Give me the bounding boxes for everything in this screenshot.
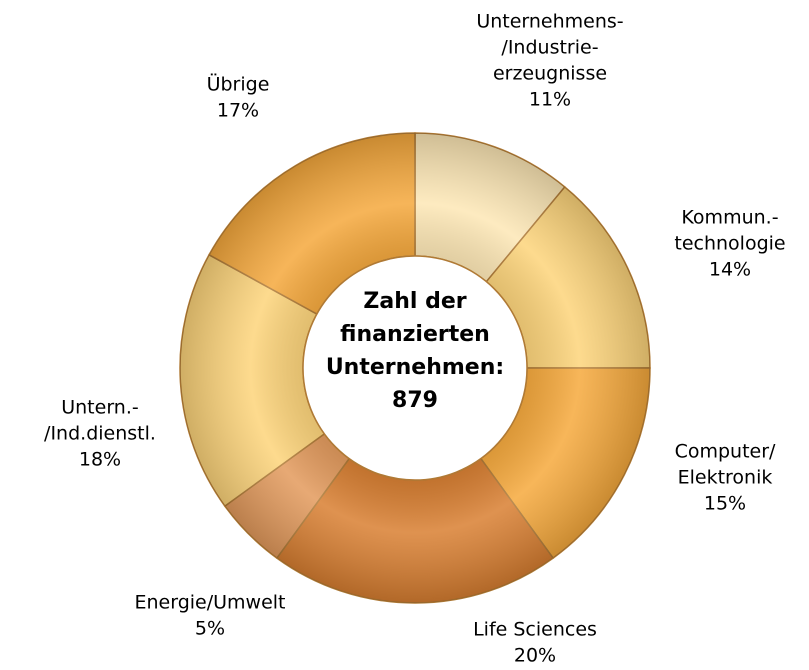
category-label: Übrige — [207, 73, 270, 96]
category-label: Unternehmens- — [476, 11, 623, 33]
category-label: /Ind.dienstl. — [44, 423, 156, 445]
center-text: finanzierten — [340, 322, 490, 347]
donut-hole — [302, 255, 528, 481]
category-label: Elektronik — [678, 467, 773, 489]
value-label: 14% — [709, 259, 751, 281]
category-label: erzeugnisse — [493, 63, 607, 85]
category-label: /Industrie- — [501, 37, 598, 59]
category-label: Energie/Umwelt — [134, 592, 285, 614]
center-text: Unternehmen: — [326, 355, 504, 380]
center-text: 879 — [392, 388, 438, 413]
value-label: 11% — [529, 89, 571, 111]
value-label: 15% — [704, 493, 746, 515]
value-label: 5% — [195, 618, 225, 640]
center-text: Zahl der — [363, 289, 466, 314]
category-label: Computer/ — [675, 441, 776, 463]
value-label: 18% — [79, 449, 121, 471]
category-label: Kommun.- — [681, 207, 778, 229]
value-label: 20% — [514, 645, 556, 667]
category-label: Life Sciences — [473, 619, 597, 641]
category-label: Untern.- — [61, 397, 139, 419]
category-label: technologie — [674, 233, 785, 255]
value-label: 17% — [217, 100, 259, 122]
